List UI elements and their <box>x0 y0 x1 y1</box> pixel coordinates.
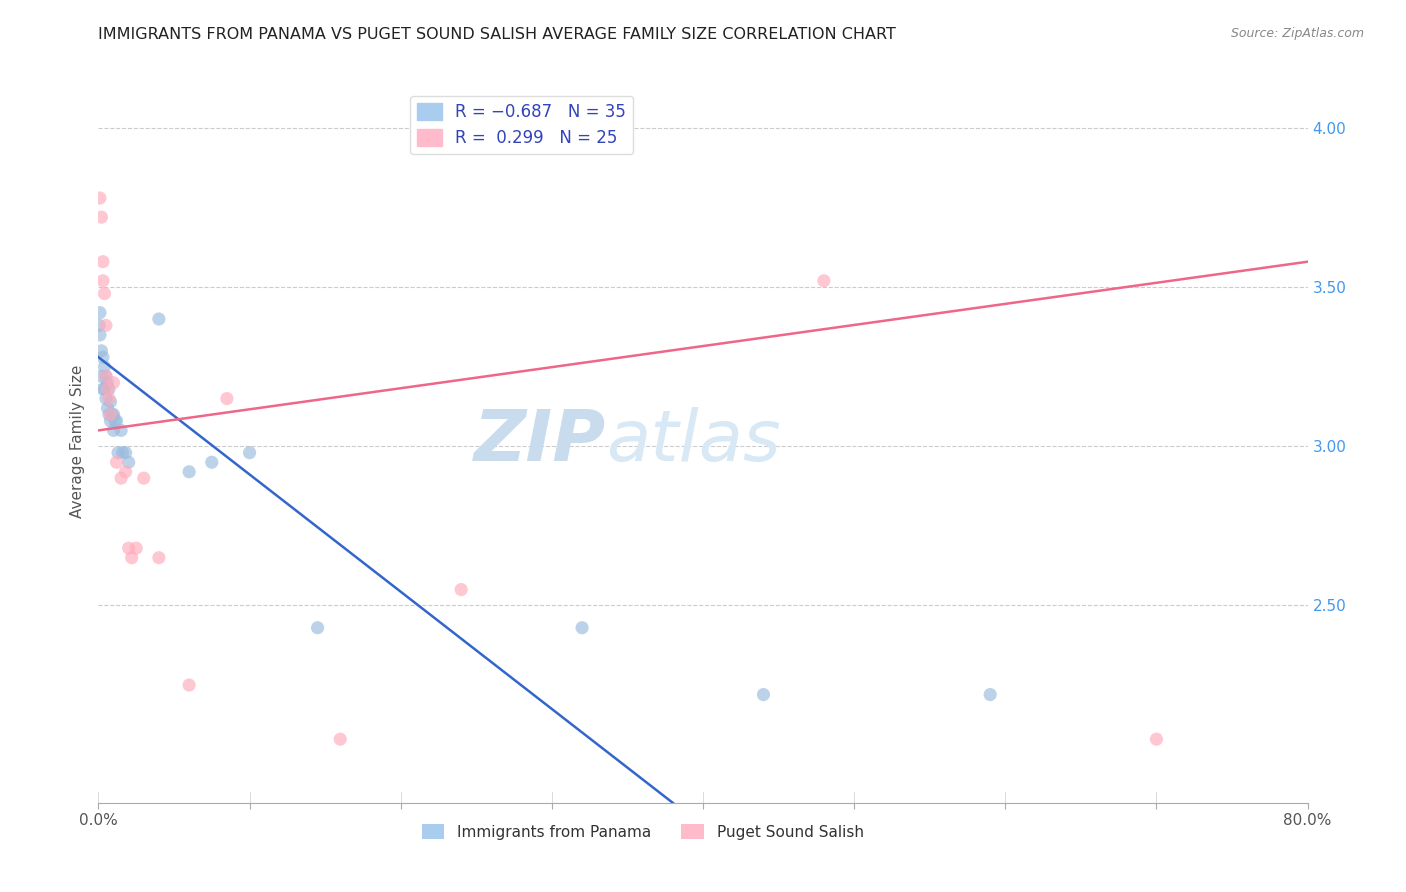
Point <box>813 274 835 288</box>
Point <box>98 392 121 406</box>
Legend: Immigrants from Panama, Puget Sound Salish: Immigrants from Panama, Puget Sound Sali… <box>415 818 870 846</box>
Point <box>100 408 122 422</box>
Point <box>307 621 329 635</box>
Point <box>90 343 112 358</box>
Text: Source: ZipAtlas.com: Source: ZipAtlas.com <box>1230 27 1364 40</box>
Point <box>148 550 170 565</box>
Point <box>132 471 155 485</box>
Point <box>96 401 118 416</box>
Point <box>752 688 775 702</box>
Point <box>114 465 136 479</box>
Point <box>105 455 128 469</box>
Point <box>91 350 114 364</box>
Point <box>89 191 111 205</box>
Point <box>179 465 201 479</box>
Point <box>100 394 122 409</box>
Point <box>201 455 224 469</box>
Point <box>90 210 112 224</box>
Point <box>89 318 111 333</box>
Point <box>96 376 118 390</box>
Point <box>94 392 117 406</box>
Point <box>110 424 132 438</box>
Point <box>118 455 141 469</box>
Point <box>110 471 132 485</box>
Point <box>103 376 125 390</box>
Point <box>179 678 201 692</box>
Point <box>111 445 134 459</box>
Point <box>105 414 128 428</box>
Point <box>125 541 148 556</box>
Point <box>450 582 472 597</box>
Point <box>103 408 125 422</box>
Point <box>91 382 114 396</box>
Point <box>979 688 1001 702</box>
Point <box>107 445 129 459</box>
Point <box>96 382 118 396</box>
Point <box>94 369 117 384</box>
Point <box>93 382 115 396</box>
Point <box>121 550 143 565</box>
Point <box>89 305 111 319</box>
Point <box>148 312 170 326</box>
Point <box>98 408 121 422</box>
Point <box>104 414 127 428</box>
Text: ZIP: ZIP <box>474 407 606 476</box>
Text: atlas: atlas <box>606 407 780 476</box>
Point <box>94 369 117 384</box>
Point <box>239 445 262 459</box>
Point <box>118 541 141 556</box>
Point <box>93 359 115 374</box>
Point <box>101 408 124 422</box>
Point <box>100 414 122 428</box>
Point <box>89 327 111 342</box>
Point <box>94 318 117 333</box>
Y-axis label: Average Family Size: Average Family Size <box>69 365 84 518</box>
Point <box>98 382 121 396</box>
Point <box>103 424 125 438</box>
Point <box>91 274 114 288</box>
Point <box>329 732 352 747</box>
Point <box>215 392 238 406</box>
Point <box>571 621 593 635</box>
Point <box>114 445 136 459</box>
Point <box>93 286 115 301</box>
Text: IMMIGRANTS FROM PANAMA VS PUGET SOUND SALISH AVERAGE FAMILY SIZE CORRELATION CHA: IMMIGRANTS FROM PANAMA VS PUGET SOUND SA… <box>98 27 896 42</box>
Point <box>91 254 114 268</box>
Point <box>1144 732 1167 747</box>
Point <box>90 369 112 384</box>
